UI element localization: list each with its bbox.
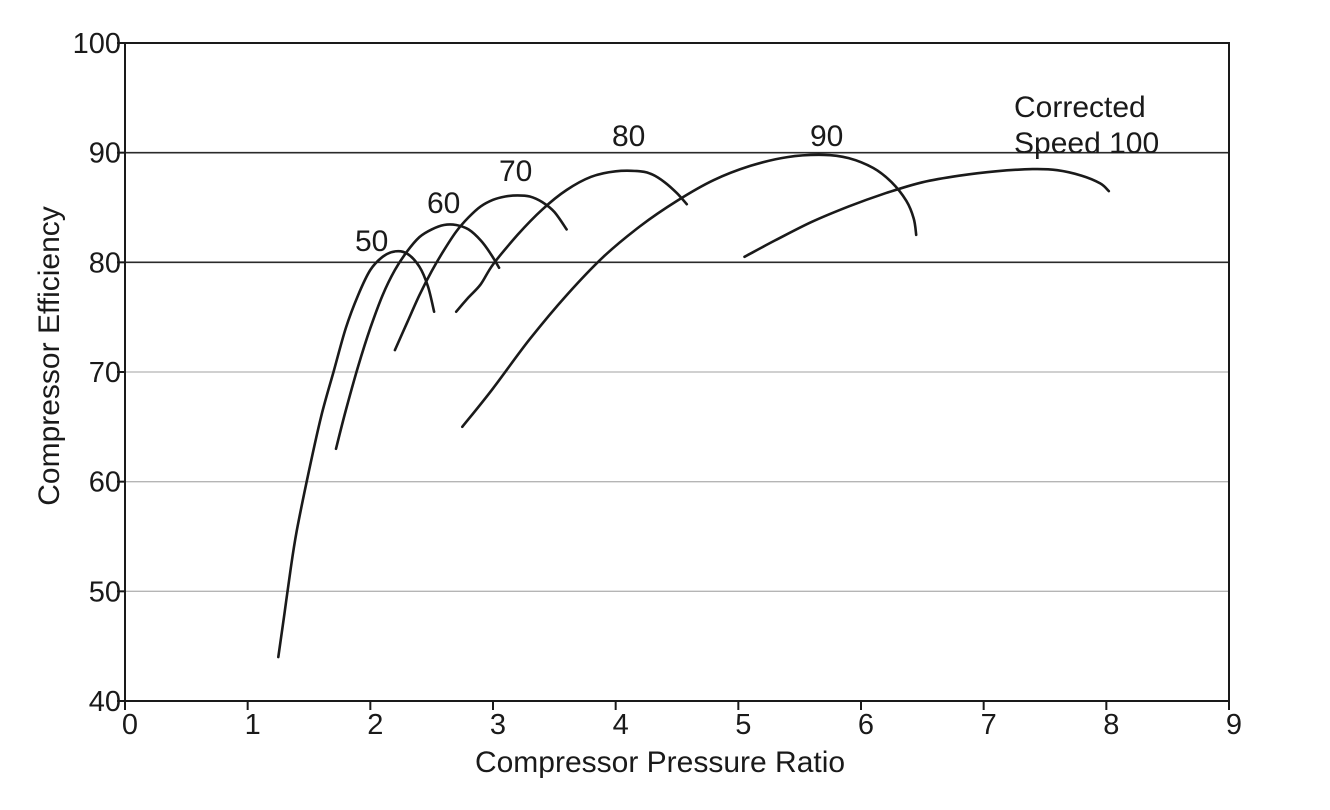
series-line-60: [334, 223, 501, 451]
x-tick-label-2: 2: [367, 709, 383, 741]
y-axis-label: Compressor Efficiency: [33, 206, 66, 506]
y-tick-label-70: 70: [89, 357, 121, 389]
curve-label-50: 50: [355, 225, 388, 258]
x-tick-label-9: 9: [1226, 709, 1242, 741]
curve-label-70: 70: [499, 155, 532, 188]
x-tick-label-4: 4: [613, 709, 629, 741]
curve-label-90: 90: [810, 120, 843, 153]
grid: [125, 151, 1229, 592]
series-line-50: [277, 249, 436, 659]
x-axis-label: Compressor Pressure Ratio: [475, 746, 845, 779]
series-line-100: [743, 167, 1111, 259]
y-tick-label-90: 90: [89, 138, 121, 170]
x-tick-label-6: 6: [858, 709, 874, 741]
axes: 0 1 2 3 4 5 6 7 8 9 40 50 60 70 80 90 100: [73, 28, 1242, 741]
y-tick-label-60: 60: [89, 467, 121, 499]
annotation-corrected: Corrected: [1014, 91, 1146, 124]
x-tick-label-5: 5: [735, 709, 751, 741]
series-line-80: [454, 169, 689, 313]
curve-label-60: 60: [427, 187, 460, 220]
x-tick-label-0: 0: [122, 709, 138, 741]
series-lines: [277, 153, 1111, 659]
series-line-90: [461, 153, 918, 429]
y-tick-label-80: 80: [89, 247, 121, 279]
y-tick-label-40: 40: [89, 686, 121, 718]
annotation-speed-100: Speed 100: [1014, 127, 1159, 160]
labels: Compressor Pressure Ratio Compressor Eff…: [33, 91, 1159, 779]
x-tick-label-3: 3: [490, 709, 506, 741]
x-tick-label-8: 8: [1103, 709, 1119, 741]
x-tick-label-7: 7: [981, 709, 997, 741]
curve-label-80: 80: [612, 120, 645, 153]
x-tick-label-1: 1: [245, 709, 261, 741]
y-tick-label-100: 100: [73, 28, 121, 60]
y-tick-label-50: 50: [89, 576, 121, 608]
series-line-70: [393, 194, 568, 352]
